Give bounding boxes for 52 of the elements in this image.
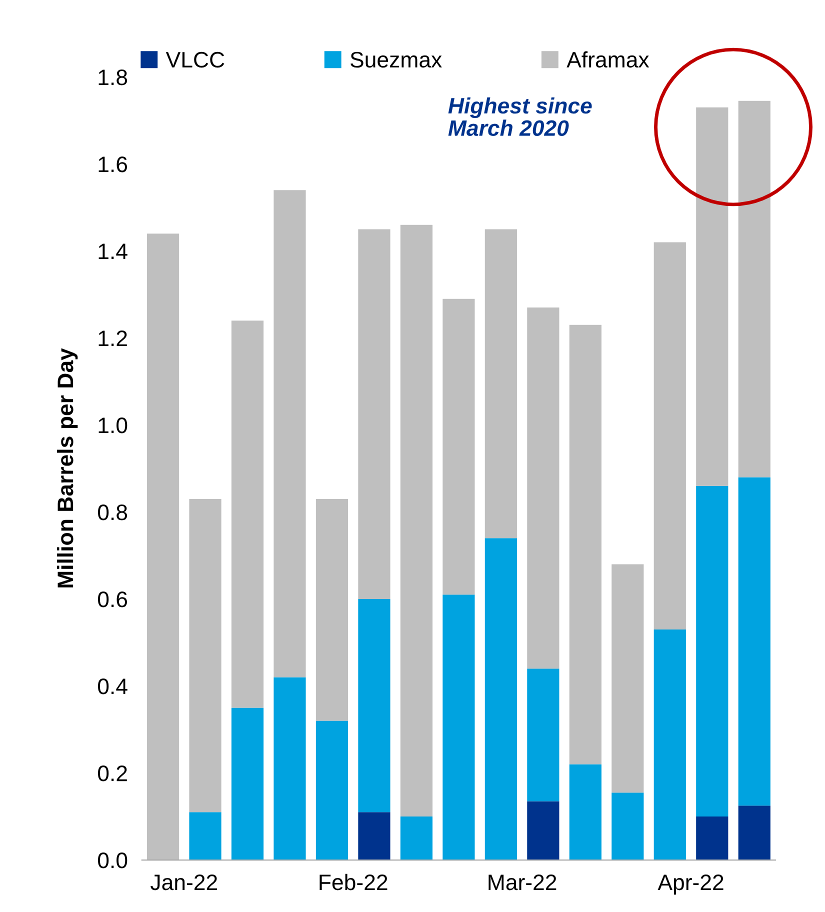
bar	[654, 629, 686, 860]
bar	[738, 477, 770, 806]
x-tick-label: Mar-22	[488, 874, 556, 890]
bar	[400, 224, 433, 817]
bar	[484, 229, 517, 538]
bar	[696, 486, 728, 817]
bar	[527, 801, 560, 860]
y-axis-title: Million Barrels per Day	[56, 348, 78, 588]
bar	[527, 668, 560, 802]
legend-label: Aframax	[566, 51, 650, 68]
y-tick-label: 0.2	[98, 766, 127, 782]
bar	[316, 498, 348, 721]
bar	[654, 242, 686, 630]
bar	[189, 812, 222, 860]
bar	[696, 816, 728, 860]
bar	[612, 564, 644, 793]
legend-label: VLCC	[166, 52, 224, 68]
y-tick-label: 1.8	[98, 70, 128, 86]
bar	[358, 229, 390, 599]
bar	[189, 498, 222, 812]
bar	[484, 538, 517, 860]
y-tick-label: 0.4	[98, 678, 128, 694]
bar	[442, 298, 475, 595]
annotation: Highest since March 2020	[448, 97, 592, 136]
y-tick-label: 1.6	[98, 156, 128, 172]
bar	[696, 107, 728, 486]
bar	[274, 677, 306, 860]
y-tick-label: 1.2	[98, 330, 127, 346]
bar	[316, 720, 348, 860]
bar	[231, 320, 264, 708]
bar	[738, 100, 770, 478]
legend-label: Suezmax	[350, 52, 442, 68]
y-tick-label: 0.0	[98, 852, 128, 868]
bar	[274, 190, 306, 678]
y-tick-label: 0.8	[98, 504, 128, 520]
bar	[358, 599, 390, 812]
x-tick-label: Feb-22	[320, 874, 388, 890]
bar	[400, 816, 433, 860]
y-tick-label: 0.6	[98, 592, 128, 608]
bar	[612, 792, 644, 860]
bar	[738, 806, 770, 860]
bar	[358, 812, 390, 860]
x-tick-label: Apr-22	[658, 874, 724, 895]
y-tick-label: 1.4	[98, 244, 128, 260]
bar	[569, 764, 602, 860]
y-tick-label: 1.0	[98, 418, 128, 434]
bar	[146, 234, 180, 860]
bar	[527, 308, 560, 669]
bar	[569, 324, 602, 764]
bar	[442, 594, 475, 860]
bar	[231, 708, 264, 860]
x-tick-label: Jan-22	[150, 874, 217, 890]
